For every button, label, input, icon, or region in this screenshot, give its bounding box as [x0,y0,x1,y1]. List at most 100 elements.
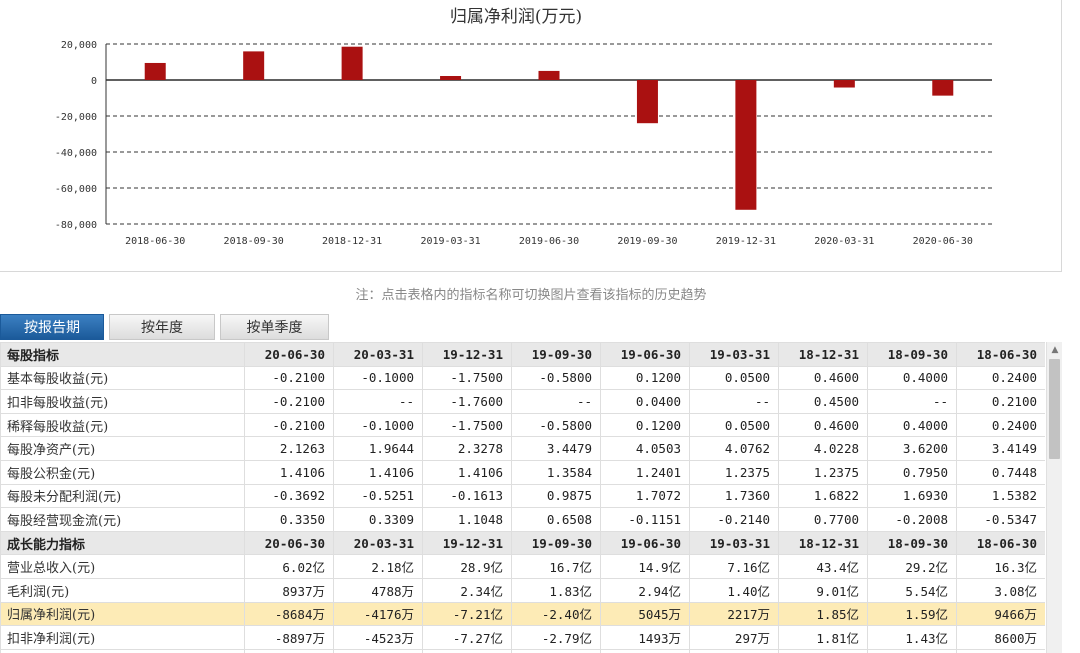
table-cell: 0.7700 [778,507,868,532]
table-cell [689,648,779,653]
table-cell: 297万 [689,625,779,650]
table-cell: 28.9亿 [422,554,512,579]
tab-by-year[interactable]: 按年度 [109,314,215,340]
table-cell: -1.7600 [422,389,512,414]
table-cell [956,648,1045,653]
bar[interactable] [538,70,560,80]
table-cell: 1.4106 [422,459,512,485]
table-cell: 0.2100 [956,389,1045,414]
table-cell: 1.40亿 [689,577,779,603]
table-row: 每股公积金(元) 1.4106 1.4106 1.4106 1.3584 1.2401 1.… [0,459,1045,485]
financial-table-container: 每股指标 20-06-30 20-03-31 19-12-31 19-09-30 19-0… [0,342,1045,653]
table-cell: 0.0500 [689,412,779,438]
table-cell: 1.83亿 [511,577,601,603]
table-cell: -4176万 [333,601,423,627]
table-cell: 1.4106 [333,459,423,485]
table-cell: -0.1000 [333,365,423,391]
table-cell: -8897万 [244,625,334,650]
table-cell: 3.4149 [956,436,1045,461]
table-cell: -0.2008 [867,507,957,532]
table-cell: 43.4亿 [778,554,868,579]
table-cell: 16.3亿 [956,554,1045,579]
table-cell: 0.3350 [244,507,334,532]
table-cell: 1.6822 [778,483,868,509]
table-cell: 4.0503 [600,436,690,461]
indicator-name[interactable]: 每股公积金(元) [0,459,245,485]
period-header: 19-12-31 [422,530,512,556]
y-tick-label: -40,000 [55,148,97,159]
table-cell: 4.0762 [689,436,779,461]
bar[interactable] [833,80,855,88]
scroll-up-icon[interactable]: ▲ [1051,345,1059,355]
bar[interactable] [341,46,363,80]
indicator-name[interactable]: 扣非净利润(元) [0,625,245,650]
indicator-name[interactable]: 归属净利润(元) [0,601,245,627]
bar[interactable] [636,80,658,124]
x-tick-label: 2018-06-30 [125,236,185,247]
table-cell: 2217万 [689,601,779,627]
table-row: 稀释每股收益(元) -0.2100 -0.1000 -1.7500 -0.5800 0.1… [0,412,1045,438]
x-tick-label: 2018-12-31 [322,236,382,247]
period-header: 19-09-30 [511,342,601,367]
indicator-name[interactable]: 基本每股收益(元) [0,365,245,391]
table-cell: -0.2100 [244,389,334,414]
table-cell: -0.5251 [333,483,423,509]
indicator-name[interactable]: 稀释每股收益(元) [0,412,245,438]
table-cell: 1.2401 [600,459,690,485]
table-cell: 7.16亿 [689,554,779,579]
table-cell: -0.3692 [244,483,334,509]
table-cell: 2.1263 [244,436,334,461]
bar[interactable] [144,62,166,80]
table-row: 每股未分配利润(元) -0.3692 -0.5251 -0.1613 0.9875 1.7… [0,483,1045,509]
bar[interactable] [735,80,757,210]
section-title: 每股指标 [0,342,245,367]
table-section-header: 每股指标 20-06-30 20-03-31 19-12-31 19-09-30 19-0… [0,342,1045,367]
table-row [0,648,1045,653]
tab-by-single-quarter[interactable]: 按单季度 [220,314,329,340]
bar[interactable] [932,80,954,96]
table-cell: -1.7500 [422,365,512,391]
indicator-name[interactable]: 每股经营现金流(元) [0,507,245,532]
table-cell: 29.2亿 [867,554,957,579]
indicator-name[interactable] [0,648,245,653]
x-tick-label: 2019-06-30 [519,236,579,247]
bar[interactable] [440,76,462,80]
indicator-name[interactable]: 营业总收入(元) [0,554,245,579]
period-header: 19-06-30 [600,530,690,556]
table-cell: 0.1200 [600,365,690,391]
financial-indicators-table: 每股指标 20-06-30 20-03-31 19-12-31 19-09-30 19-0… [0,342,1045,653]
period-header: 18-12-31 [778,342,868,367]
table-cell: 1.59亿 [867,601,957,627]
table-cell: 0.7448 [956,459,1045,485]
indicator-name[interactable]: 扣非每股收益(元) [0,389,245,414]
table-row: 基本每股收益(元) -0.2100 -0.1000 -1.7500 -0.5800 0.1… [0,365,1045,391]
table-cell: -4523万 [333,625,423,650]
table-cell: 16.7亿 [511,554,601,579]
indicator-name[interactable]: 毛利润(元) [0,577,245,603]
table-cell [867,648,957,653]
table-cell: 0.2400 [956,365,1045,391]
table-cell: -0.5347 [956,507,1045,532]
indicator-name[interactable]: 每股未分配利润(元) [0,483,245,509]
tab-by-report-period[interactable]: 按报告期 [0,314,104,340]
x-tick-label: 2019-12-31 [716,236,776,247]
table-cell: -- [689,389,779,414]
period-header: 20-06-30 [244,530,334,556]
table-cell: 0.0400 [600,389,690,414]
table-cell: 1.2375 [778,459,868,485]
table-cell: 8600万 [956,625,1045,650]
period-header: 18-12-31 [778,530,868,556]
scroll-thumb[interactable] [1049,359,1060,459]
table-scrollbar[interactable]: ▲ [1046,342,1062,653]
table-cell: -0.1000 [333,412,423,438]
table-cell: -2.40亿 [511,601,601,627]
table-cell: 14.9亿 [600,554,690,579]
table-cell: 4.0228 [778,436,868,461]
table-cell: 0.0500 [689,365,779,391]
table-cell: 1.2375 [689,459,779,485]
table-cell: 1.3584 [511,459,601,485]
indicator-name[interactable]: 每股净资产(元) [0,436,245,461]
period-header: 19-03-31 [689,530,779,556]
y-tick-label: -60,000 [55,184,97,195]
bar[interactable] [243,51,265,80]
